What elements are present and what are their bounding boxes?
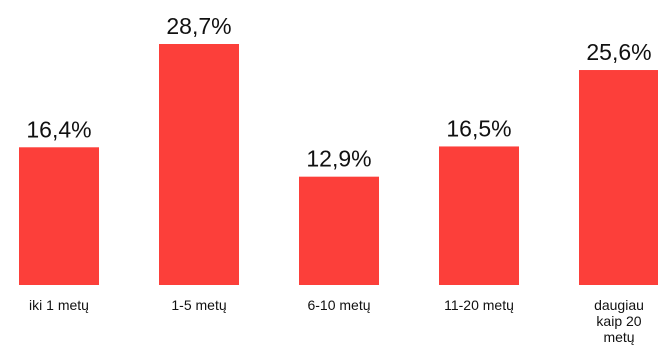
category-label-5: daugiau kaip 20 metų: [594, 297, 644, 345]
category-label-1: iki 1 metų: [29, 297, 89, 313]
category-label-line: 11-20 metų: [444, 297, 514, 313]
bar-2: [159, 44, 239, 285]
category-label-line: metų: [603, 329, 634, 345]
value-label-2: 28,7%: [166, 13, 231, 39]
bar-4: [439, 146, 519, 285]
bar-3: [299, 176, 379, 285]
bar-5: [579, 70, 658, 285]
value-labels-group: 16,4% 28,7% 12,9% 16,5% 25,6%: [26, 13, 651, 172]
category-label-line: kaip 20: [596, 313, 641, 329]
value-label-1: 16,4%: [26, 116, 91, 142]
category-label-line: iki 1 metų: [29, 297, 89, 313]
category-labels-group: iki 1 metų 1-5 metų 6-10 metų 11-20 metų dau…: [29, 297, 644, 345]
category-label-line: 6-10 metų: [307, 297, 370, 313]
category-label-4: 11-20 metų: [444, 297, 514, 313]
category-label-line: daugiau: [594, 297, 644, 313]
value-label-5: 25,6%: [586, 39, 651, 65]
bars-group: [19, 44, 658, 285]
value-label-4: 16,5%: [446, 115, 511, 141]
bar-1: [19, 147, 99, 285]
value-label-3: 12,9%: [306, 146, 371, 172]
category-label-3: 6-10 metų: [307, 297, 370, 313]
category-label-2: 1-5 metų: [171, 297, 226, 313]
category-label-line: 1-5 metų: [171, 297, 226, 313]
